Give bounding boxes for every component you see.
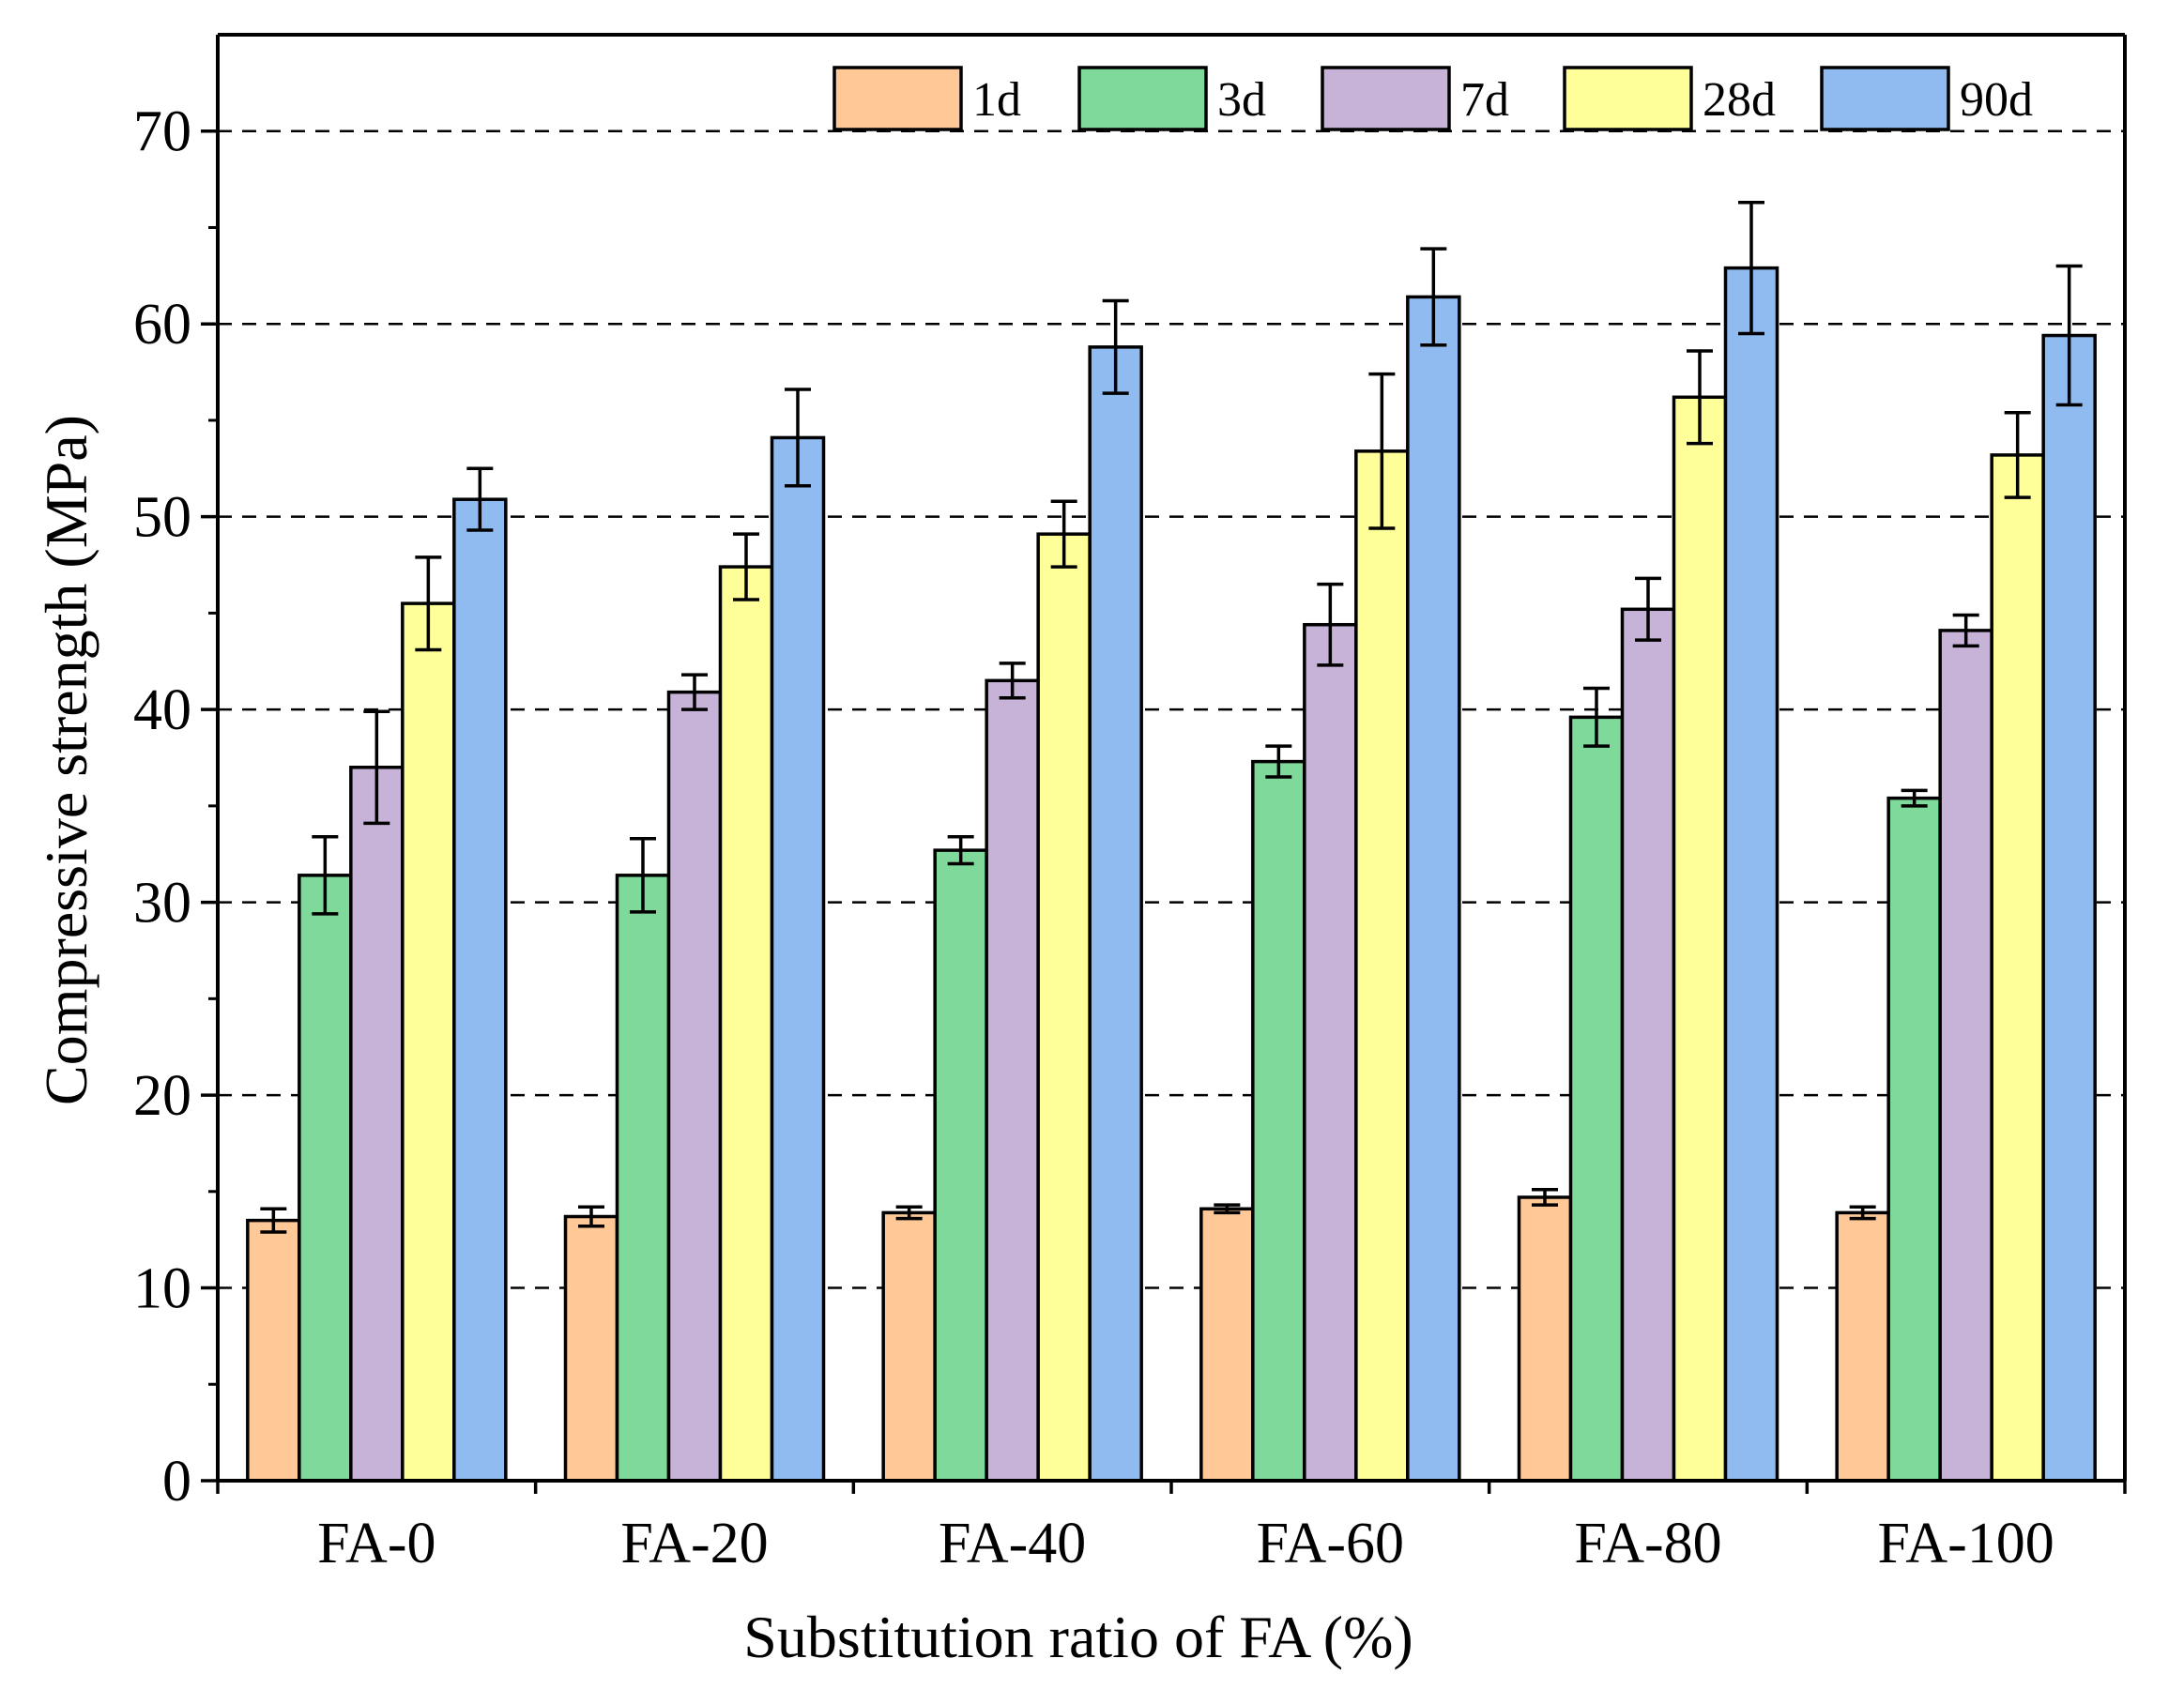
y-axis-title: Compressive strength (MPa): [33, 415, 99, 1105]
y-tick-label: 60: [133, 293, 191, 357]
legend-label-3d: 3d: [1217, 73, 1266, 127]
y-tick-label: 50: [133, 486, 191, 550]
x-tick-label: FA-60: [1257, 1512, 1404, 1575]
bar-7d-FA-0: [349, 766, 405, 1483]
legend-label-90d: 90d: [1960, 73, 2033, 127]
bar-1d-FA-60: [1199, 1207, 1255, 1483]
bar-1d-FA-100: [1835, 1210, 1890, 1483]
bar-90d-FA-20: [770, 435, 826, 1483]
bar-3d-FA-20: [615, 874, 671, 1483]
x-tick-label: FA-0: [317, 1512, 435, 1575]
y-tick-label: 0: [162, 1450, 191, 1514]
bar-1d-FA-20: [563, 1214, 619, 1483]
legend-swatch-3d: [1077, 66, 1208, 131]
legend-label-1d: 1d: [972, 73, 1021, 127]
bar-7d-FA-60: [1303, 622, 1358, 1483]
bar-3d-FA-60: [1251, 759, 1306, 1483]
bar-7d-FA-100: [1938, 629, 1993, 1483]
bar-3d-FA-80: [1568, 715, 1625, 1483]
bar-1d-FA-0: [246, 1218, 301, 1483]
y-tick-label: 10: [133, 1257, 191, 1321]
x-tick-label: FA-80: [1574, 1512, 1721, 1575]
bar-28d-FA-0: [401, 601, 456, 1483]
y-tick-label: 20: [133, 1064, 191, 1128]
bar-28d-FA-60: [1354, 449, 1410, 1483]
legend: 1d 3d 7d 28d 90d: [832, 66, 2033, 131]
bar-1d-FA-80: [1517, 1195, 1573, 1483]
y-tick-label: 70: [133, 100, 191, 164]
legend-swatch-1d: [832, 66, 963, 131]
x-axis-title: Substitution ratio of FA (%): [743, 1604, 1413, 1670]
x-tick-label: FA-100: [1878, 1512, 2054, 1575]
bar-90d-FA-60: [1406, 295, 1461, 1483]
y-tick-label: 30: [133, 872, 191, 936]
bar-3d-FA-100: [1886, 796, 1942, 1483]
bar-90d-FA-80: [1723, 266, 1779, 1483]
bar-90d-FA-40: [1088, 345, 1143, 1483]
bar-7d-FA-20: [666, 690, 723, 1483]
legend-label-28d: 28d: [1703, 73, 1776, 127]
bar-28d-FA-40: [1036, 532, 1092, 1483]
legend-swatch-28d: [1563, 66, 1693, 131]
bar-7d-FA-40: [985, 678, 1040, 1483]
legend-swatch-7d: [1321, 66, 1451, 131]
legend-swatch-90d: [1820, 66, 1950, 131]
bar-90d-FA-0: [452, 497, 508, 1483]
bar-90d-FA-100: [2041, 333, 2097, 1483]
bar-28d-FA-80: [1672, 395, 1728, 1483]
x-tick-label: FA-20: [620, 1512, 768, 1575]
y-tick-label: 40: [133, 678, 191, 742]
bar-28d-FA-20: [718, 565, 774, 1483]
x-tick-label: FA-40: [939, 1512, 1086, 1575]
bar-1d-FA-40: [881, 1210, 937, 1483]
gridlines: [218, 129, 2125, 1289]
bar-groups: [246, 201, 2097, 1483]
legend-label-7d: 7d: [1460, 73, 1509, 127]
axes: 0 10 20 30 40 50 60 70 FA-0 FA-20 FA-40 FA-60 FA-80 F…: [133, 33, 2127, 1575]
bar-7d-FA-80: [1620, 607, 1676, 1483]
bar-3d-FA-0: [298, 874, 353, 1483]
bar-3d-FA-40: [933, 848, 988, 1483]
bar-28d-FA-100: [1990, 453, 2045, 1483]
